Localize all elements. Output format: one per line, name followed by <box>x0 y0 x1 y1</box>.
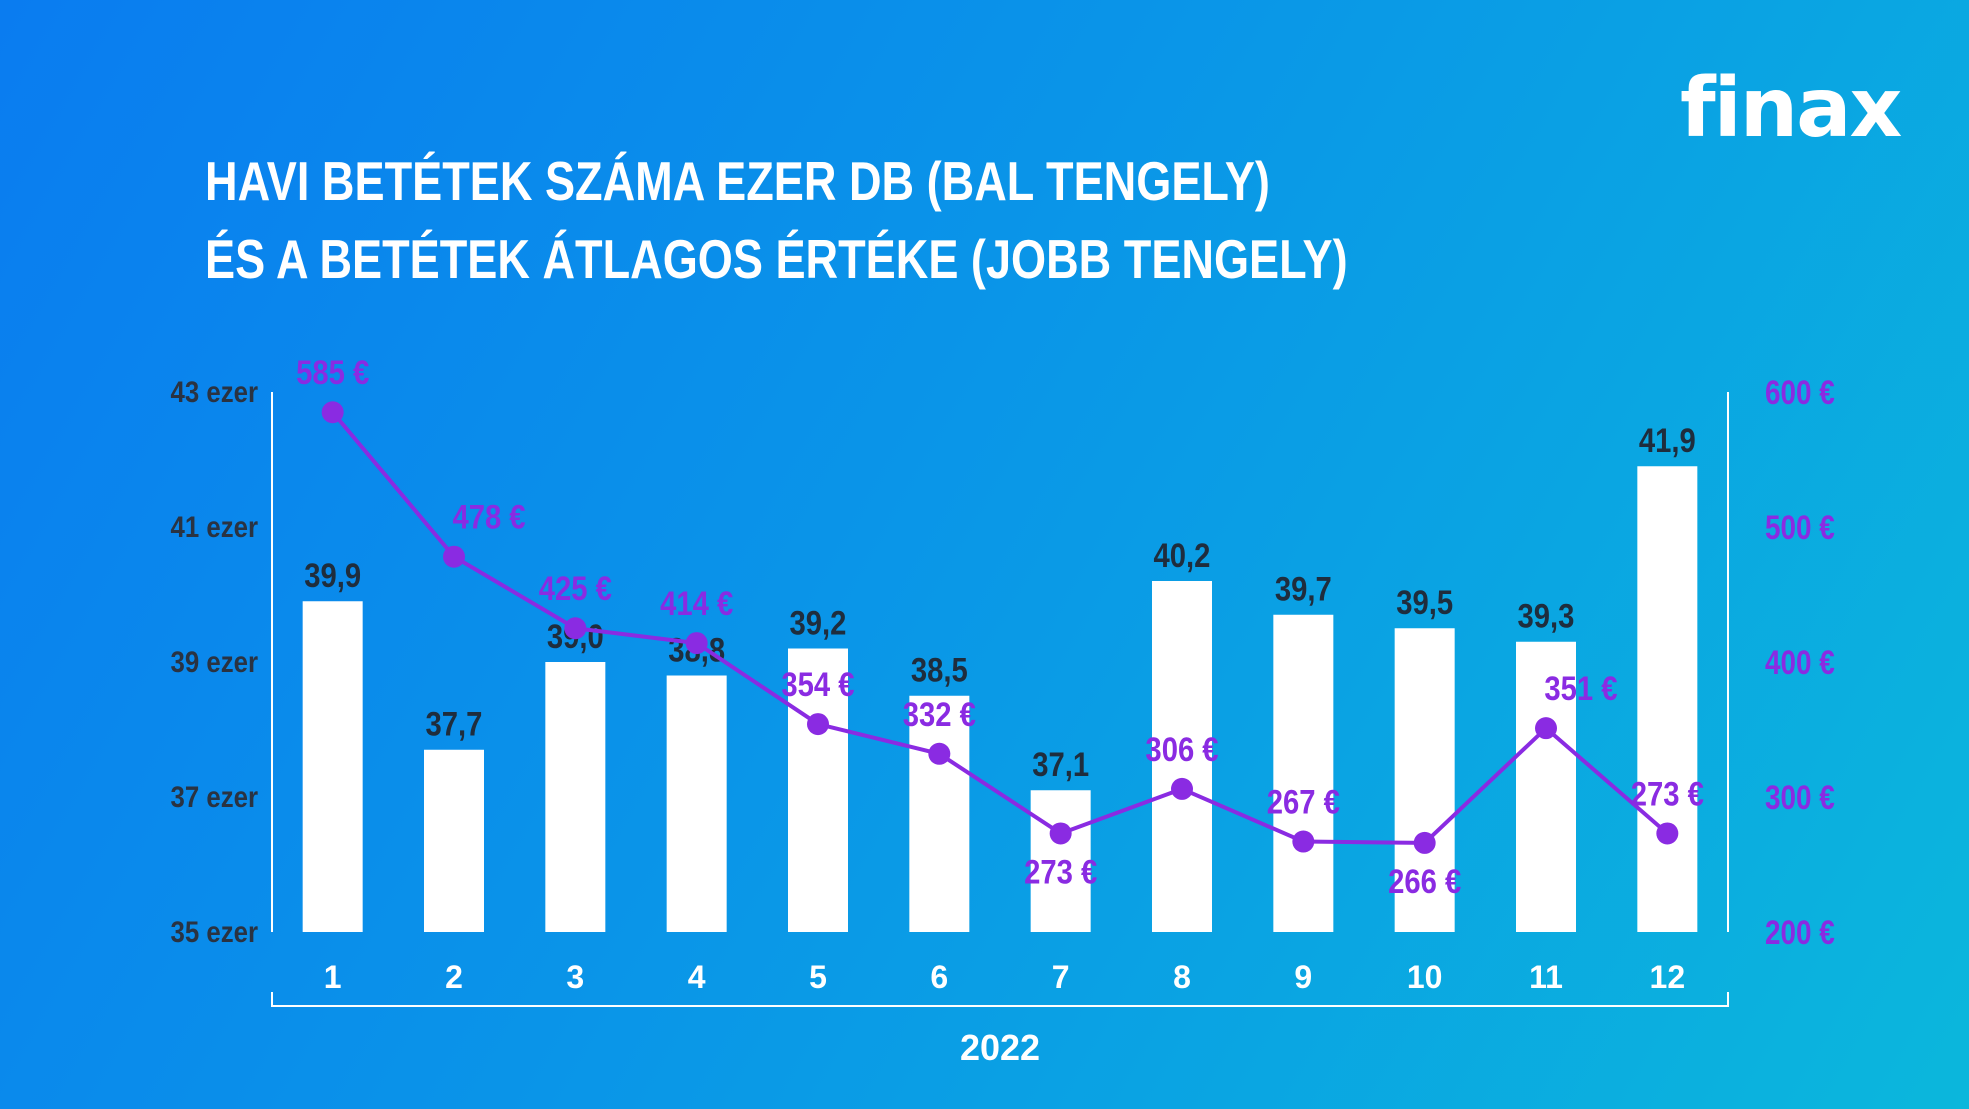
x-tick-label: 5 <box>809 959 827 995</box>
bar-value-label: 39,3 <box>1518 597 1575 636</box>
line-point <box>1292 830 1315 853</box>
line-value-label: 478 € <box>452 498 525 537</box>
line-point <box>321 401 344 424</box>
chart-title: HAVI BETÉTEK SZÁMA EZER DB (BAL TENGELY)… <box>205 142 1348 298</box>
left-tick-label: 43 ezer <box>171 375 259 408</box>
bar <box>788 648 848 932</box>
bar <box>909 695 970 932</box>
line-value-label: 266 € <box>1388 862 1461 901</box>
left-tick-label: 39 ezer <box>171 645 259 678</box>
right-tick-label: 200 € <box>1765 913 1835 951</box>
avg-value-line <box>331 410 1669 845</box>
year-bracket <box>271 992 1729 1007</box>
bar <box>545 662 606 932</box>
line-point <box>807 713 829 736</box>
line-value-label: 332 € <box>903 695 976 734</box>
x-tick-label: 2 <box>445 959 463 995</box>
line-point <box>443 545 465 568</box>
bar-value-label: 41,9 <box>1639 421 1696 460</box>
bar <box>424 749 484 932</box>
right-tick-label: 300 € <box>1765 778 1835 816</box>
bar <box>1516 641 1576 932</box>
bar-value-label: 37,7 <box>426 705 483 744</box>
x-tick-label: 7 <box>1052 959 1070 995</box>
line-point <box>928 742 951 765</box>
line-point <box>1171 777 1193 800</box>
x-tick-label: 1 <box>324 959 342 995</box>
line-point <box>564 617 587 640</box>
line-value-label: 354 € <box>781 665 854 704</box>
bar <box>1394 628 1455 932</box>
bar-value-label: 38,5 <box>911 651 968 690</box>
line-point <box>1049 822 1072 845</box>
left-tick-label: 35 ezer <box>171 915 259 948</box>
line-point <box>1656 822 1679 845</box>
right-tick-label: 400 € <box>1765 643 1835 681</box>
line-value-label: 273 € <box>1024 852 1097 891</box>
bar <box>1273 614 1334 932</box>
bar <box>666 675 727 932</box>
x-tick-label: 3 <box>566 959 584 995</box>
bar-value-label: 37,1 <box>1032 745 1089 784</box>
title-line-1: HAVI BETÉTEK SZÁMA EZER DB (BAL TENGELY) <box>205 150 1270 212</box>
bar-value-label: 39,9 <box>304 556 361 595</box>
bar <box>1152 581 1212 932</box>
left-tick-label: 41 ezer <box>171 510 259 543</box>
line-value-label: 306 € <box>1145 730 1218 769</box>
left-tick-label: 37 ezer <box>171 780 259 813</box>
x-axis-title: 2022 <box>960 1027 1040 1068</box>
bar <box>1637 466 1698 932</box>
line-value-label: 267 € <box>1267 782 1340 821</box>
line-point <box>1535 717 1557 740</box>
line-value-label: 425 € <box>539 569 612 608</box>
bar <box>302 601 363 932</box>
line-point <box>1413 831 1436 854</box>
line-value-label: 585 € <box>296 353 369 392</box>
x-tick-label: 9 <box>1294 959 1312 995</box>
right-tick-label: 600 € <box>1765 373 1835 411</box>
x-tick-label: 11 <box>1529 959 1563 995</box>
line-value-label: 351 € <box>1544 669 1617 708</box>
line-point <box>685 632 708 655</box>
line-value-label: 414 € <box>660 584 733 623</box>
line-value-label: 273 € <box>1631 774 1704 813</box>
x-tick-label: 4 <box>688 959 706 995</box>
x-tick-label: 12 <box>1650 959 1686 995</box>
x-tick-label: 6 <box>930 959 948 995</box>
x-tick-label: 10 <box>1407 959 1443 995</box>
bar-value-label: 39,5 <box>1396 583 1453 622</box>
bar-value-label: 40,2 <box>1154 536 1211 575</box>
x-tick-label: 8 <box>1173 959 1191 995</box>
title-line-2: ÉS A BETÉTEK ÁTLAGOS ÉRTÉKE (JOBB TENGEL… <box>205 228 1348 290</box>
bar-value-label: 39,2 <box>790 603 847 642</box>
bar <box>1030 790 1091 932</box>
bar-value-label: 39,7 <box>1275 570 1332 609</box>
right-tick-label: 500 € <box>1765 508 1835 546</box>
finax-logo: finax <box>1680 61 1902 156</box>
